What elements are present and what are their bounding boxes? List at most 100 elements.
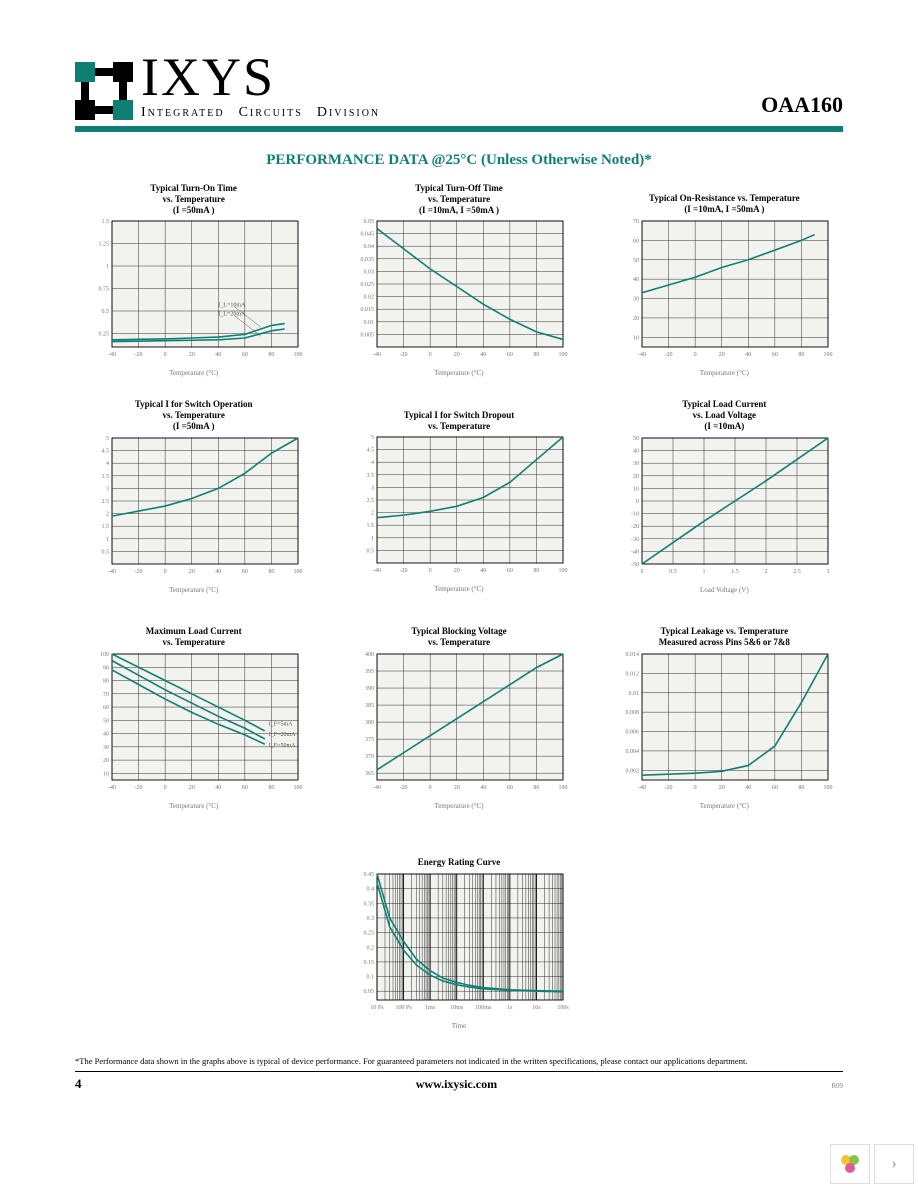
svg-text:0: 0 xyxy=(163,569,166,575)
svg-text:60: 60 xyxy=(772,352,778,358)
svg-text:80: 80 xyxy=(799,785,805,791)
svg-text:-40: -40 xyxy=(373,352,381,358)
svg-text:40: 40 xyxy=(103,731,109,737)
svg-text:0.5: 0.5 xyxy=(670,569,678,575)
svg-text:40: 40 xyxy=(633,448,639,454)
svg-text:60: 60 xyxy=(507,352,513,358)
svg-text:10: 10 xyxy=(633,335,639,341)
svg-text:0.025: 0.025 xyxy=(360,282,374,288)
svg-text:I_F=20mA: I_F=20mA xyxy=(268,732,295,738)
svg-text:1: 1 xyxy=(106,537,109,543)
svg-text:0.014: 0.014 xyxy=(626,652,640,658)
svg-text:0.3: 0.3 xyxy=(367,916,375,922)
svg-text:80: 80 xyxy=(533,568,539,574)
svg-text:2.5: 2.5 xyxy=(366,498,374,504)
svg-text:60: 60 xyxy=(772,785,778,791)
svg-text:20: 20 xyxy=(454,785,460,791)
chart-3: Typical I for Switch Operation vs. Tempe… xyxy=(75,399,312,593)
energy-rating-chart: Energy Rating Curve10 Ps100 Ps1ms10ms100… xyxy=(349,836,569,1030)
svg-text:0.012: 0.012 xyxy=(626,671,640,677)
svg-text:1: 1 xyxy=(703,569,706,575)
svg-text:0.015: 0.015 xyxy=(360,308,374,314)
svg-text:20: 20 xyxy=(188,785,194,791)
svg-text:-40: -40 xyxy=(108,785,116,791)
svg-text:0.5: 0.5 xyxy=(101,549,109,555)
chart-xlabel: Temperature (°C) xyxy=(434,802,483,810)
svg-text:0.04: 0.04 xyxy=(363,245,374,251)
svg-text:0: 0 xyxy=(641,569,644,575)
chart-7: Typical Blocking Voltage vs. Temperature… xyxy=(340,616,577,810)
svg-text:0.008: 0.008 xyxy=(626,710,640,716)
svg-text:400: 400 xyxy=(365,652,374,658)
chart-title: Typical Load Current vs. Load Voltage (I… xyxy=(682,399,766,431)
svg-text:0.15: 0.15 xyxy=(364,960,375,966)
chart-title: Typical Turn-On Time vs. Temperature (I … xyxy=(150,183,237,215)
svg-text:2.5: 2.5 xyxy=(101,499,109,505)
svg-text:0.25: 0.25 xyxy=(364,930,375,936)
svg-text:20: 20 xyxy=(188,569,194,575)
svg-text:2.5: 2.5 xyxy=(794,569,802,575)
chart-title: Typical I for Switch Dropout vs. Tempera… xyxy=(404,399,515,431)
svg-text:-30: -30 xyxy=(631,537,639,543)
chart-plot: -40-200204060801000.511.522.533.544.55 xyxy=(84,434,304,584)
svg-text:10s: 10s xyxy=(532,1005,541,1011)
svg-text:-40: -40 xyxy=(108,569,116,575)
chart-xlabel: Temperature (°C) xyxy=(434,585,483,593)
svg-text:0: 0 xyxy=(429,568,432,574)
logo-mark-icon xyxy=(75,62,133,120)
svg-text:-40: -40 xyxy=(638,352,646,358)
svg-text:1s: 1s xyxy=(507,1005,513,1011)
svg-text:20: 20 xyxy=(454,568,460,574)
svg-text:-40: -40 xyxy=(373,568,381,574)
chart-6: Maximum Load Current vs. Temperature-40-… xyxy=(75,616,312,810)
chart-title: Typical On-Resistance vs. Temperature (I… xyxy=(649,183,800,215)
chart-4: Typical I for Switch Dropout vs. Tempera… xyxy=(340,399,577,593)
svg-text:0: 0 xyxy=(429,352,432,358)
svg-text:-20: -20 xyxy=(400,568,408,574)
svg-text:0: 0 xyxy=(163,352,166,358)
svg-text:-20: -20 xyxy=(134,785,142,791)
svg-text:0.05: 0.05 xyxy=(363,219,374,225)
svg-text:0.05: 0.05 xyxy=(364,989,375,995)
svg-text:100: 100 xyxy=(558,568,567,574)
svg-text:0.01: 0.01 xyxy=(629,691,640,697)
svg-text:-20: -20 xyxy=(400,785,408,791)
svg-text:30: 30 xyxy=(633,461,639,467)
svg-text:3.5: 3.5 xyxy=(366,473,374,479)
chart-5: Typical Load Current vs. Load Voltage (I… xyxy=(606,399,843,593)
chart-8: Typical Leakage vs. Temperature Measured… xyxy=(606,616,843,810)
svg-text:0.02: 0.02 xyxy=(363,295,374,301)
svg-text:0.5: 0.5 xyxy=(366,549,374,555)
svg-text:30: 30 xyxy=(633,297,639,303)
svg-text:0: 0 xyxy=(163,785,166,791)
svg-text:50: 50 xyxy=(633,436,639,442)
chart-title: Typical Blocking Voltage vs. Temperature xyxy=(411,616,506,648)
svg-text:40: 40 xyxy=(633,277,639,283)
svg-text:80: 80 xyxy=(533,785,539,791)
svg-text:100: 100 xyxy=(100,652,109,658)
svg-text:-50: -50 xyxy=(631,562,639,568)
svg-text:30: 30 xyxy=(103,745,109,751)
svg-text:375: 375 xyxy=(365,737,374,743)
chart-plot: -40-200204060801000.511.522.533.544.55 xyxy=(349,433,569,583)
svg-text:40: 40 xyxy=(215,569,221,575)
charts-grid: Typical Turn-On Time vs. Temperature (I … xyxy=(75,183,843,810)
svg-text:10 Ps: 10 Ps xyxy=(370,1005,384,1011)
svg-text:0.03: 0.03 xyxy=(363,270,374,276)
chart-plot: -40-20020406080100102030405060708090100I… xyxy=(84,650,304,800)
chart-1: Typical Turn-Off Time vs. Temperature (I… xyxy=(340,183,577,377)
svg-text:90: 90 xyxy=(103,665,109,671)
svg-text:-20: -20 xyxy=(134,352,142,358)
brand-tagline: INTEGRATED CIRCUITS DIVISION xyxy=(141,106,380,120)
svg-text:100: 100 xyxy=(293,785,302,791)
svg-text:1: 1 xyxy=(106,264,109,270)
widget-logo-icon[interactable] xyxy=(830,1144,870,1184)
svg-text:0.35: 0.35 xyxy=(364,901,375,907)
svg-text:I_F=5mA: I_F=5mA xyxy=(268,721,292,727)
svg-text:70: 70 xyxy=(633,219,639,225)
chart-plot: -40-2002040608010010203040506070 xyxy=(614,217,834,367)
svg-text:395: 395 xyxy=(365,669,374,675)
chart-xlabel: Temperature (°C) xyxy=(169,586,218,594)
svg-text:380: 380 xyxy=(365,720,374,726)
widget-next-icon[interactable]: › xyxy=(874,1144,914,1184)
